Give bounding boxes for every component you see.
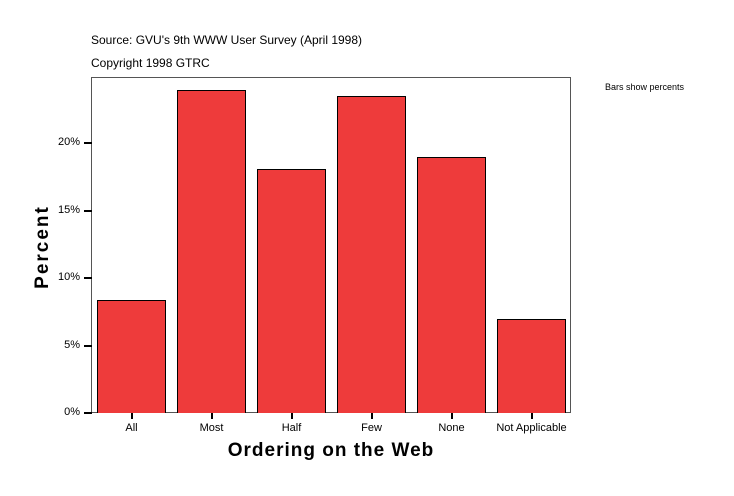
x-tick bbox=[370, 413, 373, 419]
bar bbox=[177, 90, 246, 413]
bar bbox=[337, 95, 406, 413]
y-tick bbox=[84, 209, 92, 212]
x-axis-title: Ordering on the Web bbox=[227, 440, 435, 461]
y-tick-label: 10% bbox=[57, 271, 80, 283]
x-tick-label: Most bbox=[199, 422, 224, 434]
bar bbox=[497, 318, 566, 413]
x-tick-label: All bbox=[125, 422, 138, 434]
chart-copyright: Copyright 1998 GTRC bbox=[91, 56, 210, 70]
y-tick-label: 0% bbox=[64, 406, 80, 418]
x-tick-label: Not Applicable bbox=[496, 422, 567, 434]
x-tick-label: Few bbox=[361, 422, 382, 434]
x-tick bbox=[530, 413, 533, 419]
x-tick-label: Half bbox=[281, 422, 302, 434]
chart-note: Bars show percents bbox=[605, 82, 685, 92]
bar bbox=[97, 299, 166, 413]
y-tick bbox=[84, 277, 92, 279]
y-tick-label: 20% bbox=[57, 136, 80, 148]
x-axis-line bbox=[91, 412, 571, 413]
x-tick bbox=[210, 413, 213, 419]
bar bbox=[257, 168, 326, 413]
y-tick bbox=[84, 142, 92, 144]
y-axis-title: Percent bbox=[32, 205, 53, 289]
y-tick-label: 5% bbox=[64, 338, 80, 351]
bar bbox=[417, 156, 486, 413]
plot-area bbox=[91, 77, 571, 413]
y-tick bbox=[84, 344, 92, 347]
chart-source: Source: GVU's 9th WWW User Survey (April… bbox=[91, 33, 363, 47]
y-tick-label: 15% bbox=[57, 203, 80, 216]
x-tick bbox=[290, 413, 293, 419]
x-tick bbox=[450, 413, 453, 419]
x-tick bbox=[130, 413, 133, 419]
y-tick bbox=[84, 412, 92, 414]
x-tick-label: None bbox=[438, 422, 465, 434]
